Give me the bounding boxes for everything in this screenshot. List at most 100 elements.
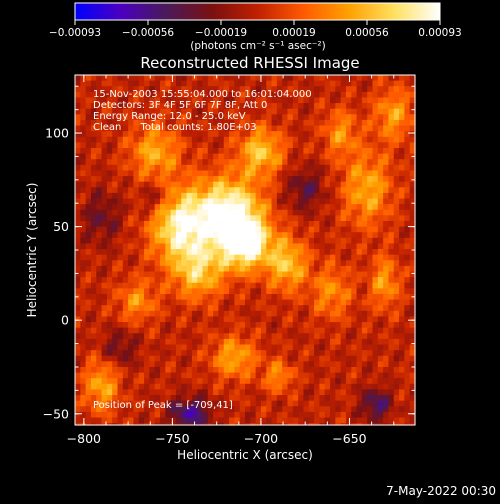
heatmap-cell bbox=[149, 260, 156, 267]
heatmap-cell bbox=[282, 260, 289, 267]
heatmap-cell bbox=[165, 187, 172, 194]
heatmap-cell bbox=[128, 232, 135, 239]
heatmap-cell bbox=[383, 147, 390, 155]
heatmap-cell bbox=[255, 125, 262, 132]
heatmap-cell bbox=[218, 142, 225, 149]
heatmap-cell bbox=[292, 170, 299, 177]
heatmap-cell bbox=[234, 147, 241, 155]
heatmap-cell bbox=[271, 249, 278, 256]
heatmap-cell bbox=[234, 316, 241, 323]
heatmap-cell bbox=[361, 209, 368, 216]
heatmap-cell bbox=[133, 75, 140, 82]
heatmap-cell bbox=[287, 327, 294, 334]
heatmap-cell bbox=[75, 232, 81, 239]
heatmap-cell bbox=[345, 423, 352, 426]
y-tick-label: 0 bbox=[61, 313, 69, 328]
heatmap-cell bbox=[149, 226, 156, 233]
heatmap-cell bbox=[144, 271, 150, 278]
heatmap-cell bbox=[197, 333, 204, 340]
heatmap-cell bbox=[298, 277, 305, 284]
heatmap-cell bbox=[133, 254, 140, 261]
heatmap-cell bbox=[276, 142, 283, 149]
heatmap-cell bbox=[319, 265, 326, 273]
heatmap-cell bbox=[128, 327, 135, 334]
heatmap-cell bbox=[393, 271, 400, 278]
heatmap-cell bbox=[298, 293, 305, 301]
heatmap-cell bbox=[165, 220, 172, 228]
heatmap-cell bbox=[96, 220, 103, 228]
heatmap-cell bbox=[377, 322, 384, 329]
heatmap-cell bbox=[213, 271, 220, 278]
heatmap-cell bbox=[154, 271, 161, 278]
heatmap-cell bbox=[239, 366, 246, 374]
heatmap-cell bbox=[186, 333, 193, 340]
heatmap-cell bbox=[207, 181, 214, 188]
heatmap-cell bbox=[106, 187, 113, 194]
heatmap-cell bbox=[149, 192, 156, 200]
heatmap-cell bbox=[250, 411, 257, 419]
heatmap-cell bbox=[160, 119, 166, 127]
heatmap-cell bbox=[234, 288, 241, 295]
heatmap-cell bbox=[250, 305, 257, 312]
heatmap-cell bbox=[409, 142, 416, 149]
heatmap-cell bbox=[128, 423, 135, 426]
heatmap-cell bbox=[409, 226, 416, 233]
heatmap-cell bbox=[319, 147, 326, 155]
heatmap-cell bbox=[356, 243, 363, 250]
heatmap-cell bbox=[197, 170, 204, 177]
heatmap-cell bbox=[399, 282, 405, 289]
heatmap-cell bbox=[399, 299, 405, 306]
heatmap-cell bbox=[330, 366, 336, 374]
heatmap-cell bbox=[106, 192, 113, 200]
heatmap-cell bbox=[271, 131, 278, 138]
heatmap-cell bbox=[138, 80, 145, 87]
heatmap-cell bbox=[85, 423, 92, 426]
heatmap-cell bbox=[245, 383, 251, 391]
heatmap-cell bbox=[319, 119, 326, 127]
heatmap-cell bbox=[202, 147, 209, 155]
heatmap-cell bbox=[160, 366, 166, 374]
heatmap-cell bbox=[75, 355, 81, 362]
heatmap-cell bbox=[271, 293, 278, 301]
heatmap-cell bbox=[234, 215, 241, 222]
heatmap-cell bbox=[218, 192, 225, 200]
heatmap-cell bbox=[260, 226, 267, 233]
heatmap-cell bbox=[276, 350, 283, 357]
heatmap-cell bbox=[282, 181, 289, 188]
heatmap-cell bbox=[96, 322, 103, 329]
heatmap-cell bbox=[106, 338, 113, 346]
heatmap-cell bbox=[308, 142, 315, 149]
heatmap-cell bbox=[202, 299, 209, 306]
heatmap-cell bbox=[144, 316, 150, 323]
heatmap-cell bbox=[409, 192, 416, 200]
heatmap-cell bbox=[75, 265, 81, 273]
heatmap-cell bbox=[377, 395, 384, 402]
heatmap-cell bbox=[202, 282, 209, 289]
heatmap-cell bbox=[367, 299, 374, 306]
heatmap-cell bbox=[271, 187, 278, 194]
heatmap-cell bbox=[181, 198, 188, 205]
heatmap-cell bbox=[393, 192, 400, 200]
heatmap-cell bbox=[186, 192, 193, 200]
heatmap-cell bbox=[383, 119, 390, 127]
heatmap-cell bbox=[335, 260, 342, 267]
heatmap-cell bbox=[234, 378, 241, 385]
heatmap-cell bbox=[276, 372, 283, 379]
heatmap-cell bbox=[308, 249, 315, 256]
heatmap-cell bbox=[260, 114, 267, 121]
heatmap-cell bbox=[287, 164, 294, 172]
heatmap-cell bbox=[122, 293, 129, 301]
heatmap-cell bbox=[303, 411, 310, 419]
heatmap-cell bbox=[345, 400, 352, 407]
heatmap-cell bbox=[260, 153, 267, 160]
heatmap-cell bbox=[409, 355, 416, 362]
heatmap-cell bbox=[96, 350, 103, 357]
heatmap-cell bbox=[170, 350, 177, 357]
heatmap-cell bbox=[276, 119, 283, 127]
heatmap-cell bbox=[324, 103, 331, 110]
heatmap-cell bbox=[372, 232, 379, 239]
heatmap-cell bbox=[75, 400, 81, 407]
heatmap-cell bbox=[101, 378, 108, 385]
heatmap-cell bbox=[340, 305, 347, 312]
heatmap-cell bbox=[101, 86, 108, 93]
